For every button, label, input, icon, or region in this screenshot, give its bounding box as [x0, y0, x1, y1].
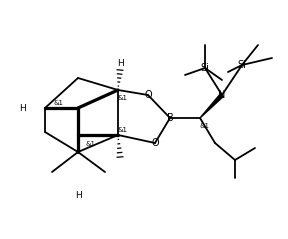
- Text: O: O: [144, 90, 152, 100]
- Text: H: H: [75, 190, 82, 200]
- Text: H: H: [118, 59, 124, 67]
- Text: N: N: [218, 90, 226, 100]
- Text: O: O: [151, 138, 159, 148]
- Text: &1: &1: [118, 95, 128, 101]
- Text: B: B: [167, 113, 173, 123]
- Text: H: H: [19, 103, 25, 113]
- Text: &1: &1: [54, 100, 64, 106]
- Text: &1: &1: [117, 127, 127, 133]
- Text: &1: &1: [85, 141, 95, 147]
- Text: &1: &1: [200, 123, 210, 129]
- Text: Si: Si: [200, 63, 209, 73]
- Text: Si: Si: [238, 60, 247, 70]
- Polygon shape: [200, 94, 223, 118]
